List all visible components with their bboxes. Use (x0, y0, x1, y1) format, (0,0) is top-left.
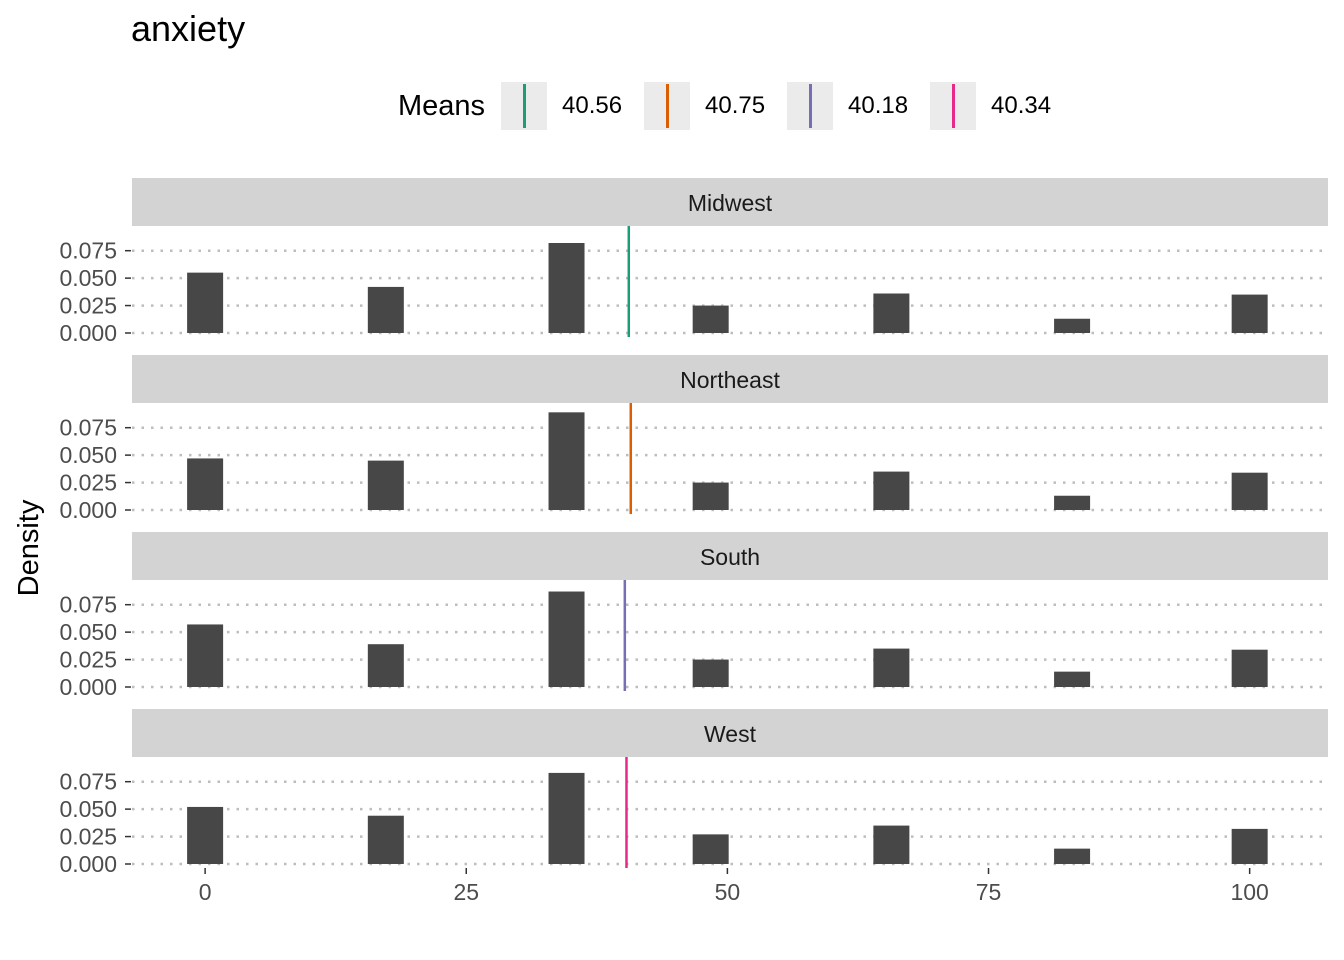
legend-label: 40.56 (562, 92, 623, 119)
y-tick-label: 0.000 (59, 320, 117, 346)
density-bar (367, 815, 404, 864)
x-tick-label: 75 (976, 879, 1002, 905)
density-bar (1231, 828, 1268, 864)
legend-key-line (666, 84, 670, 128)
density-bar (548, 412, 585, 510)
y-tick-label: 0.000 (59, 497, 117, 523)
legend-label: 40.75 (705, 92, 766, 119)
x-tick-label: 50 (715, 879, 741, 905)
density-bar (692, 305, 729, 333)
legend-key (930, 82, 977, 130)
legend-title: Means (398, 89, 486, 122)
facet-strip (132, 355, 1328, 403)
density-bar (873, 471, 910, 510)
density-bar (1054, 495, 1091, 510)
density-bar (1054, 848, 1091, 864)
facet-strip (132, 709, 1328, 757)
y-tick-label: 0.050 (59, 796, 117, 822)
legend-key (787, 82, 834, 130)
facet-strip-label: West (704, 721, 757, 747)
density-bar (1231, 294, 1268, 333)
legend: Means 40.56 40.75 40.18 40.34 (398, 82, 1073, 130)
legend-key-line (523, 84, 527, 128)
density-bar (187, 624, 224, 687)
legend-label: 40.18 (848, 92, 909, 119)
legend-key (501, 82, 548, 130)
density-bar (873, 825, 910, 864)
facet-strip (132, 532, 1328, 580)
y-tick-label: 0.075 (59, 592, 117, 618)
legend-label: 40.34 (991, 92, 1052, 119)
x-tick-label: 0 (199, 879, 212, 905)
legend-item: 40.18 (787, 82, 930, 130)
x-tick-label: 25 (453, 879, 479, 905)
y-tick-label: 0.000 (59, 674, 117, 700)
density-bar (1054, 318, 1091, 333)
density-bar (692, 834, 729, 864)
y-tick-label: 0.050 (59, 265, 117, 291)
density-bar (873, 648, 910, 687)
facet-strip-label: South (700, 544, 760, 570)
density-bar (187, 806, 224, 864)
density-bar (1054, 671, 1091, 687)
density-bar (187, 458, 224, 510)
density-bar (873, 293, 910, 333)
legend-key-line (809, 84, 813, 128)
density-bar (1231, 472, 1268, 510)
facet-strip-label: Northeast (680, 367, 780, 393)
density-bar (692, 482, 729, 510)
y-tick-label: 0.050 (59, 442, 117, 468)
y-tick-label: 0.050 (59, 619, 117, 645)
y-tick-label: 0.000 (59, 851, 117, 877)
chart-title: anxiety (131, 8, 246, 49)
density-bar (367, 460, 404, 510)
y-axis-title: Density (13, 499, 45, 596)
density-bar (187, 272, 224, 333)
y-tick-label: 0.075 (59, 238, 117, 264)
legend-item: 40.75 (644, 82, 787, 130)
density-bar (367, 286, 404, 333)
facet-strip (132, 178, 1328, 226)
x-tick-label: 100 (1230, 879, 1268, 905)
y-tick-label: 0.025 (59, 824, 117, 850)
density-bar (692, 659, 729, 687)
legend-item: 40.34 (930, 82, 1073, 130)
density-bar (548, 591, 585, 687)
y-tick-label: 0.025 (59, 293, 117, 319)
legend-key (644, 82, 691, 130)
density-bar (548, 243, 585, 333)
y-tick-label: 0.025 (59, 470, 117, 496)
y-tick-label: 0.075 (59, 769, 117, 795)
y-tick-label: 0.075 (59, 415, 117, 441)
facet-strip-label: Midwest (688, 190, 773, 216)
density-bar (548, 772, 585, 864)
y-tick-label: 0.025 (59, 647, 117, 673)
legend-key-line (952, 84, 956, 128)
density-bar (367, 644, 404, 687)
legend-item: 40.56 (501, 82, 644, 130)
density-bar (1231, 649, 1268, 687)
